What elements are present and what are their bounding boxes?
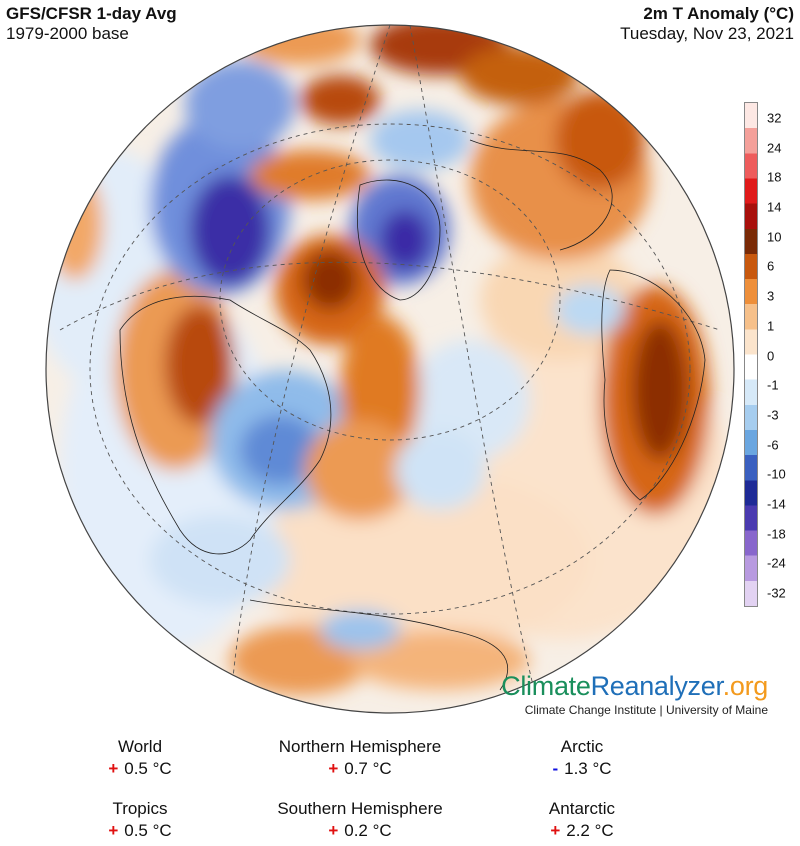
- colorbar-tick-label: -14: [767, 496, 786, 512]
- colorbar-tick-label: -6: [767, 437, 779, 453]
- stat-antarctic: Antarctic +2.2 °C: [452, 799, 712, 843]
- colorbar-tick-label: 18: [767, 169, 782, 185]
- stat-value: -1.3 °C: [552, 759, 612, 778]
- baseline-period: 1979-2000 base: [6, 24, 129, 43]
- anomaly-globe-map: [45, 24, 735, 714]
- map-date: Tuesday, Nov 23, 2021: [620, 24, 794, 43]
- map-title: GFS/CFSR 1-day Avg: [6, 4, 177, 23]
- stat-tropics: Tropics +0.5 °C: [10, 799, 270, 843]
- colorbar-tick-label: -1: [767, 377, 779, 393]
- variable-title: 2m T Anomaly (°C): [643, 4, 794, 23]
- stat-southern-hemisphere: Southern Hemisphere +0.2 °C: [230, 799, 490, 843]
- stat-label: Northern Hemisphere: [278, 737, 442, 756]
- graticule: [59, 25, 721, 713]
- colorbar-tick-label: 14: [767, 199, 782, 215]
- stat-value: +0.5 °C: [108, 821, 172, 840]
- colorbar: [744, 102, 758, 607]
- brand-logo: ClimateReanalyzer.org: [501, 671, 768, 701]
- globe-outline: [45, 24, 735, 714]
- colorbar-tick-label: 0: [767, 348, 775, 363]
- colorbar-tick-label: 10: [767, 229, 782, 245]
- coastlines: [119, 139, 706, 691]
- colorbar-tick-label: -10: [767, 466, 786, 482]
- stat-arctic: Arctic -1.3 °C: [452, 737, 712, 781]
- colorbar-tick-label: -3: [767, 407, 779, 423]
- colorbar-tick-label: 1: [767, 318, 775, 334]
- stat-label: Tropics: [112, 799, 168, 818]
- stat-value: +2.2 °C: [550, 821, 614, 840]
- colorbar-tick-label: -18: [767, 526, 786, 542]
- stat-value: +0.2 °C: [328, 821, 392, 840]
- stat-label: Southern Hemisphere: [277, 799, 443, 818]
- stat-value: +0.7 °C: [328, 759, 392, 778]
- colorbar-tick-label: 3: [767, 288, 775, 304]
- colorbar-tick-label: 24: [767, 140, 782, 156]
- stat-label: Antarctic: [548, 799, 616, 818]
- stat-northern-hemisphere: Northern Hemisphere +0.7 °C: [230, 737, 490, 781]
- stat-label: World: [117, 737, 163, 756]
- colorbar-tick-label: -32: [767, 585, 786, 601]
- colorbar-tick-label: -24: [767, 555, 786, 571]
- stat-world: World +0.5 °C: [10, 737, 270, 781]
- institute-credit: Climate Change Institute | University of…: [524, 703, 768, 717]
- colorbar-tick-label: 32: [767, 110, 782, 126]
- colorbar-tick-label: 6: [767, 258, 775, 274]
- stat-label: Arctic: [560, 737, 604, 756]
- stat-value: +0.5 °C: [108, 759, 172, 778]
